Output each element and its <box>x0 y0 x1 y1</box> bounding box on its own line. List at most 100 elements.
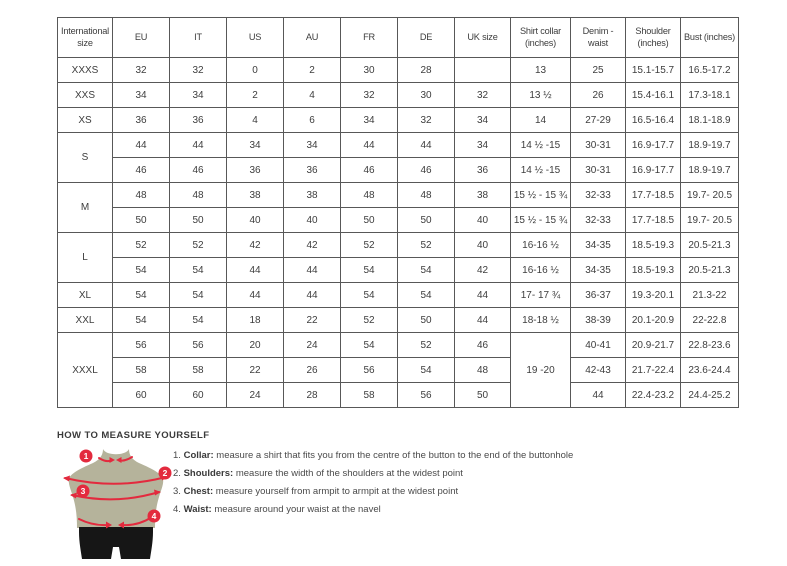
column-header: US <box>226 17 284 58</box>
table-cell: 15 ½ - 15 ¾ <box>510 182 571 208</box>
table-cell: 22.8-23.6 <box>680 332 739 358</box>
table-row: XXL 54 54 18 22 52 50 44 18-18 ½ 38-39 20.1-20.9 22… <box>57 307 739 333</box>
column-header: International size <box>57 17 113 58</box>
table-cell: 19 -20 <box>510 332 571 408</box>
table-cell: 13 <box>510 57 571 83</box>
table-cell: 32 <box>454 82 511 108</box>
table-cell: 15.1-15.7 <box>625 57 681 83</box>
column-header: IT <box>169 17 227 58</box>
torso-shape <box>68 449 164 528</box>
table-cell: 24 <box>283 332 341 358</box>
table-cell: 25 <box>570 57 626 83</box>
table-cell: 54 <box>397 257 455 283</box>
size-chart-header: International size EU IT US AU FR DE UK size Shi… <box>57 17 739 58</box>
table-cell: 18-18 ½ <box>510 307 571 333</box>
table-cell: 44 <box>112 132 170 158</box>
table-cell: 58 <box>112 357 170 383</box>
table-cell: 52 <box>169 232 227 258</box>
table-cell: 38 <box>226 182 284 208</box>
table-cell: 38-39 <box>570 307 626 333</box>
table-cell: 48 <box>112 182 170 208</box>
table-row: XS 36 36 4 6 34 32 34 14 27-29 16.5-16.4 18.1-18.9 <box>57 107 739 133</box>
table-cell: 44 <box>283 257 341 283</box>
table-row: 54 54 44 44 54 54 42 16-16 ½ 34-35 18.5-19.3 20.5-… <box>58 257 739 283</box>
table-cell: 30 <box>340 57 398 83</box>
step-text: measure a shirt that fits you from the c… <box>213 450 574 461</box>
step-number: 1. <box>173 450 181 461</box>
table-cell: 22.4-23.2 <box>625 382 681 408</box>
table-cell: 16.9-17.7 <box>625 132 681 158</box>
table-cell: 19.7- 20.5 <box>680 182 739 208</box>
table-cell: 34 <box>226 132 284 158</box>
table-cell: 48 <box>397 182 455 208</box>
size-group-label: M <box>57 182 113 233</box>
table-cell: 44 <box>226 282 284 308</box>
table-cell: 32 <box>112 57 170 83</box>
column-header: AU <box>283 17 341 58</box>
column-header: UK size <box>454 17 511 58</box>
table-cell: 52 <box>397 332 455 358</box>
table-cell: 21.7-22.4 <box>625 357 681 383</box>
table-cell: 54 <box>112 257 170 283</box>
badge-3-number: 3 <box>81 486 86 496</box>
table-cell: 4 <box>283 82 341 108</box>
table-cell: 44 <box>570 382 626 408</box>
table-cell: 34 <box>454 132 511 158</box>
table-cell: 14 ½ -15 <box>510 157 571 183</box>
table-cell: 36-37 <box>570 282 626 308</box>
table-cell: 54 <box>112 307 170 333</box>
table-cell: 40 <box>454 207 511 233</box>
table-cell: 44 <box>226 257 284 283</box>
table-cell: 16.5-17.2 <box>680 57 739 83</box>
table-cell: 32 <box>397 107 455 133</box>
table-cell: 44 <box>454 282 511 308</box>
table-cell: 50 <box>340 207 398 233</box>
table-cell: 34 <box>112 82 170 108</box>
size-group-label: XXS <box>57 82 113 108</box>
table-cell: 50 <box>397 207 455 233</box>
column-header: Shoulder (inches) <box>625 17 681 58</box>
table-cell: 48 <box>340 182 398 208</box>
table-cell: 30 <box>397 82 455 108</box>
table-cell: 20.9-21.7 <box>625 332 681 358</box>
table-cell: 17.3-18.1 <box>680 82 739 108</box>
table-cell: 16-16 ½ <box>510 232 571 258</box>
table-cell: 19.3-20.1 <box>625 282 681 308</box>
step-label: Shoulders: <box>183 468 234 479</box>
header-row: International size EU IT US AU FR DE UK size Shi… <box>57 17 739 58</box>
size-group-label: L <box>57 232 113 283</box>
table-cell: 14 ½ -15 <box>510 132 571 158</box>
table-cell: 52 <box>340 307 398 333</box>
table-cell: 26 <box>283 357 341 383</box>
table-cell: 6 <box>283 107 341 133</box>
table-cell: 54 <box>340 282 398 308</box>
table-cell: 42 <box>283 232 341 258</box>
table-cell: 56 <box>169 332 227 358</box>
table-cell: 46 <box>397 157 455 183</box>
table-cell: 54 <box>169 307 227 333</box>
size-group-label: S <box>57 132 113 183</box>
table-cell: 36 <box>283 157 341 183</box>
table-cell: 56 <box>340 357 398 383</box>
table-cell: 46 <box>169 157 227 183</box>
table-row: XXXS 32 32 0 2 30 28 13 25 15.1-15.7 16.5-17.2 <box>57 57 739 83</box>
table-row: S 44 44 34 34 44 44 34 14 ½ -15 30-31 16.9-17.7 18.… <box>57 132 739 183</box>
table-cell: 28 <box>283 382 341 408</box>
table-cell: 32-33 <box>570 207 626 233</box>
table-cell: 38 <box>283 182 341 208</box>
table-cell: 15.4-16.1 <box>625 82 681 108</box>
table-cell: 54 <box>397 357 455 383</box>
size-group-label: XXXL <box>57 332 113 408</box>
table-cell: 54 <box>340 332 398 358</box>
table-cell: 44 <box>283 282 341 308</box>
table-cell: 34-35 <box>570 232 626 258</box>
column-header: EU <box>112 17 170 58</box>
table-cell: 30-31 <box>570 132 626 158</box>
step-text: measure yourself from armpit to armpit a… <box>213 486 459 497</box>
figure-badges: 1 2 3 4 <box>76 449 172 523</box>
table-cell: 18 <box>226 307 284 333</box>
table-cell: 19.7- 20.5 <box>680 207 739 233</box>
table-cell: 46 <box>112 157 170 183</box>
shorts-shape <box>79 527 153 559</box>
table-cell: 18.5-19.3 <box>625 232 681 258</box>
